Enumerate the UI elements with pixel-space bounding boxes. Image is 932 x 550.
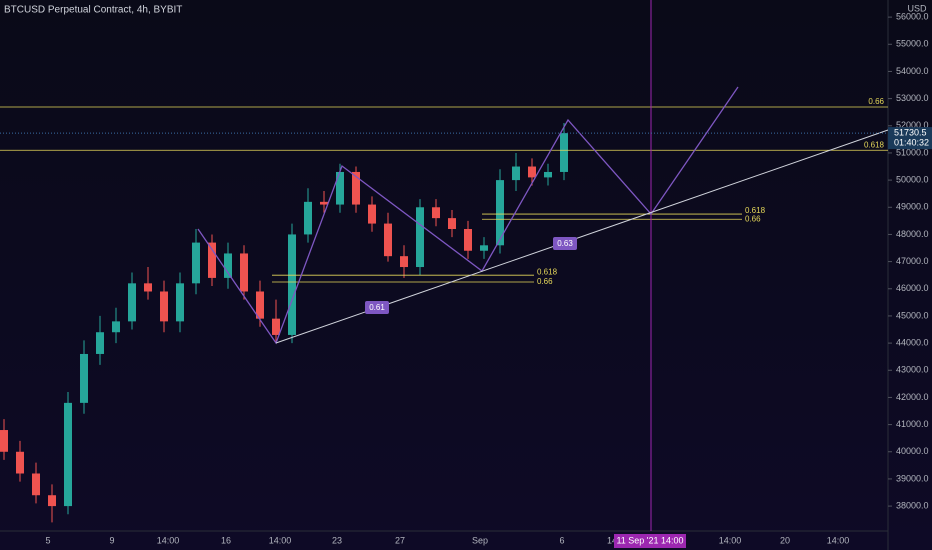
x-tick-label: 14:00 (827, 535, 850, 545)
x-tick-label: 14 (607, 535, 617, 545)
candle-body (96, 332, 104, 354)
candle-body (384, 223, 392, 257)
crosshair-box (614, 534, 686, 548)
x-tick-label: 14:00 (157, 535, 180, 545)
ratio-badge (553, 237, 577, 250)
y-tick-label: 56000.0 (896, 11, 929, 21)
y-tick-label: 52000.0 (896, 120, 929, 130)
candle-body (432, 207, 440, 219)
currency-label: USD (907, 3, 927, 13)
candle-body (256, 291, 264, 319)
marks (0, 106, 888, 523)
last-price-label: 51730.5 (894, 127, 927, 137)
candle-body (560, 133, 568, 172)
x-tick-label: 6 (559, 535, 564, 545)
y-tick-label: 38000.0 (896, 500, 929, 510)
candle-body (272, 318, 280, 335)
candle-body (112, 321, 120, 333)
crosshair-label: 11 Sep '21 14:00 (616, 535, 683, 545)
candle-body (464, 229, 472, 251)
fib-label: 0.618 (745, 206, 766, 215)
x-tick-label: 16 (221, 535, 231, 545)
y-tick-label: 43000.0 (896, 365, 929, 375)
x-tick-label: 14:00 (719, 535, 742, 545)
candle-body (32, 473, 40, 496)
x-tick-label: 23 (332, 535, 342, 545)
candle-body (336, 171, 344, 205)
fib-label: 0.66 (868, 97, 884, 106)
y-tick-label: 54000.0 (896, 66, 929, 76)
x-tick-label: 5 (45, 535, 50, 545)
candle-body (528, 166, 536, 178)
y-tick-label: 41000.0 (896, 419, 929, 429)
symbol-title: BTCUSD Perpetual Contract, 4h, BYBIT (4, 5, 182, 16)
candle-body (128, 283, 136, 322)
y-tick-label: 47000.0 (896, 256, 929, 266)
y-tick-label: 45000.0 (896, 310, 929, 320)
y-tick-label: 50000.0 (896, 174, 929, 184)
y-tick-label: 39000.0 (896, 473, 929, 483)
candle-body (448, 218, 456, 230)
candle-body (64, 402, 72, 507)
y-tick-label: 53000.0 (896, 93, 929, 103)
fib-label: 0.618 (537, 267, 558, 276)
candle-body (352, 171, 360, 205)
candle-body (400, 256, 408, 268)
fib-label: 0.618 (864, 140, 885, 149)
countdown-label: 01:40:32 (894, 137, 929, 147)
candle-body (544, 171, 552, 178)
candle-body (144, 283, 152, 292)
y-tick-label: 40000.0 (896, 446, 929, 456)
y-tick-label: 44000.0 (896, 337, 929, 347)
candle-body (368, 204, 376, 224)
candle-body (224, 253, 232, 278)
candle-body (496, 180, 504, 246)
x-tick-label: 9 (109, 535, 114, 545)
x-tick-label: 14:00 (269, 535, 292, 545)
y-tick-label: 49000.0 (896, 202, 929, 212)
candle-body (176, 283, 184, 322)
y-tick-label: 46000.0 (896, 283, 929, 293)
y-tick-label: 51000.0 (896, 147, 929, 157)
candle-body (320, 201, 328, 205)
x-tick-label: Sep (472, 535, 488, 545)
candle-body (80, 353, 88, 403)
candle-body (0, 430, 8, 452)
candle-body (480, 245, 488, 251)
candle-body (240, 253, 248, 292)
candle-body (48, 495, 56, 507)
y-tick-label: 48000.0 (896, 229, 929, 239)
candle-body (288, 234, 296, 335)
x-tick-label: 20 (780, 535, 790, 545)
ratio-label: 0.61 (369, 303, 385, 312)
ratio-badge (365, 301, 389, 314)
candle-body (416, 207, 424, 268)
fib-label: 0.66 (745, 214, 761, 223)
candle-body (160, 291, 168, 322)
candle-body (304, 201, 312, 235)
candle-body (16, 451, 24, 474)
x-tick-label: 27 (395, 535, 405, 545)
candle-body (192, 242, 200, 284)
last-price-box (888, 127, 932, 150)
candle-body (208, 242, 216, 278)
y-tick-label: 55000.0 (896, 39, 929, 49)
candle-body (512, 166, 520, 181)
ratio-label: 0.63 (557, 239, 573, 248)
y-tick-label: 42000.0 (896, 392, 929, 402)
fib-label: 0.66 (537, 277, 553, 286)
